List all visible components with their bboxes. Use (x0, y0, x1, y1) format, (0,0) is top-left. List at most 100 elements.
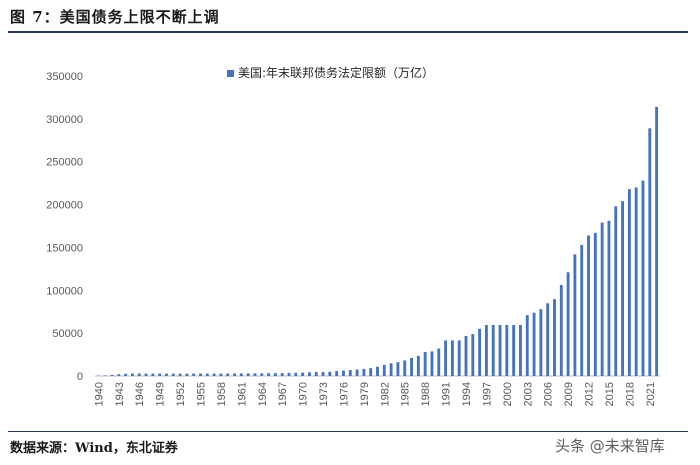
bar-1962 (246, 373, 250, 376)
bar-2009 (566, 272, 570, 376)
bar-1994 (464, 335, 468, 376)
x-tick-label: 1964 (257, 382, 269, 406)
y-tick-label: 100000 (46, 285, 83, 297)
bar-1945 (131, 373, 134, 376)
bar-1990 (437, 348, 441, 376)
legend-label: 美国:年末联邦债务法定限额（万亿） (238, 65, 434, 80)
bar-1972 (314, 372, 318, 376)
bar-1969 (294, 372, 298, 376)
bar-1958 (219, 373, 223, 376)
x-tick-label: 1943 (114, 382, 126, 406)
bar-1953 (185, 373, 189, 376)
bar-2012 (587, 235, 590, 376)
source-note: 数据来源：Wind，东北证券 (10, 441, 178, 456)
bar-2022 (655, 106, 659, 377)
x-tick-label: 2006 (543, 382, 555, 406)
chart: 0 50000 100000 150000 200000 250000 300000 3500… (46, 65, 660, 406)
bar-1979 (362, 368, 366, 376)
bar-1957 (212, 373, 216, 376)
bar-1951 (171, 373, 175, 376)
x-tick-label: 1955 (196, 382, 208, 406)
x-tick-label: 1967 (277, 382, 289, 406)
x-tick-label: 2015 (604, 382, 616, 406)
bar-2016 (614, 206, 618, 376)
bar-1968 (287, 372, 291, 376)
bar-1943 (117, 374, 121, 376)
bar-2007 (553, 299, 556, 376)
x-tick-label: 1982 (379, 382, 391, 406)
bar-2005 (539, 309, 543, 376)
x-tick-label: 2018 (624, 382, 636, 406)
x-tick-label: 2009 (563, 382, 575, 406)
x-tick-label: 1979 (359, 382, 371, 406)
bar-1977 (348, 370, 352, 376)
bar-2021 (648, 128, 652, 376)
x-tick-label: 1970 (298, 382, 310, 406)
bar-1948 (151, 373, 155, 376)
bar-2004 (532, 312, 536, 376)
bar-1997 (484, 325, 488, 376)
bar-1964 (260, 373, 264, 376)
bar-1989 (430, 351, 434, 376)
source-divider (8, 431, 688, 432)
bar-1991 (444, 340, 447, 376)
bar-1965 (267, 373, 271, 376)
bar-1952 (178, 373, 182, 376)
bar-2017 (621, 201, 624, 376)
bar-1987 (416, 355, 420, 376)
bar-1996 (478, 328, 482, 376)
bar-1975 (335, 371, 339, 376)
bar-1961 (239, 373, 243, 376)
bar-1944 (124, 373, 128, 376)
bar-1954 (192, 373, 196, 376)
y-tick-label: 150000 (46, 242, 83, 254)
title-divider (8, 31, 688, 33)
bar-1978 (355, 369, 359, 376)
bar-1947 (144, 373, 148, 376)
bar-2010 (573, 254, 577, 376)
bar-2003 (525, 315, 529, 376)
bar-2006 (546, 303, 550, 376)
x-tick-label: 1946 (134, 382, 146, 406)
x-tick-label: 1958 (216, 382, 228, 406)
bar-1992 (450, 340, 454, 376)
bar-1985 (403, 360, 407, 376)
bar-1959 (226, 373, 230, 376)
bar-1980 (369, 368, 373, 376)
bar-1974 (328, 371, 332, 376)
x-tick-label: 2000 (502, 382, 514, 406)
y-tick-label: 50000 (52, 328, 83, 340)
bar-1995 (471, 334, 475, 376)
legend: 美国:年末联邦债务法定限额（万亿） (227, 65, 434, 80)
bar-2011 (580, 244, 584, 376)
x-tick-label: 1997 (481, 382, 493, 406)
labels-layer: 0 50000 100000 150000 200000 250000 300000 3500… (46, 71, 657, 406)
bar-1956 (205, 373, 209, 376)
bar-1949 (158, 373, 162, 376)
x-tick-label: 1985 (400, 382, 412, 406)
bar-2014 (600, 222, 604, 376)
bar-1950 (165, 373, 168, 376)
bar-1970 (301, 372, 305, 376)
bar-2018 (627, 189, 631, 376)
x-tick-label: 2021 (645, 382, 657, 406)
y-tick-label: 0 (77, 371, 83, 383)
x-tick-label: 2012 (584, 382, 596, 406)
watermark: 头条 @未来智库 (555, 437, 665, 455)
bar-1981 (376, 366, 379, 376)
y-tick-label: 250000 (46, 157, 83, 169)
figure-title: 图 7：美国债务上限不断上调 (10, 8, 220, 26)
bar-1976 (342, 370, 345, 376)
bar-1993 (457, 340, 461, 376)
bar-1966 (273, 373, 277, 376)
x-tick-label: 1991 (441, 382, 453, 406)
bar-1941 (103, 375, 107, 376)
bar-1955 (199, 373, 202, 376)
x-tick-label: 1994 (461, 382, 473, 406)
bar-1973 (321, 372, 325, 376)
bar-2013 (593, 232, 597, 376)
bar-1942 (110, 374, 114, 376)
bar-2020 (641, 180, 645, 376)
x-tick-label: 1952 (175, 382, 187, 406)
bar-1982 (382, 364, 386, 376)
